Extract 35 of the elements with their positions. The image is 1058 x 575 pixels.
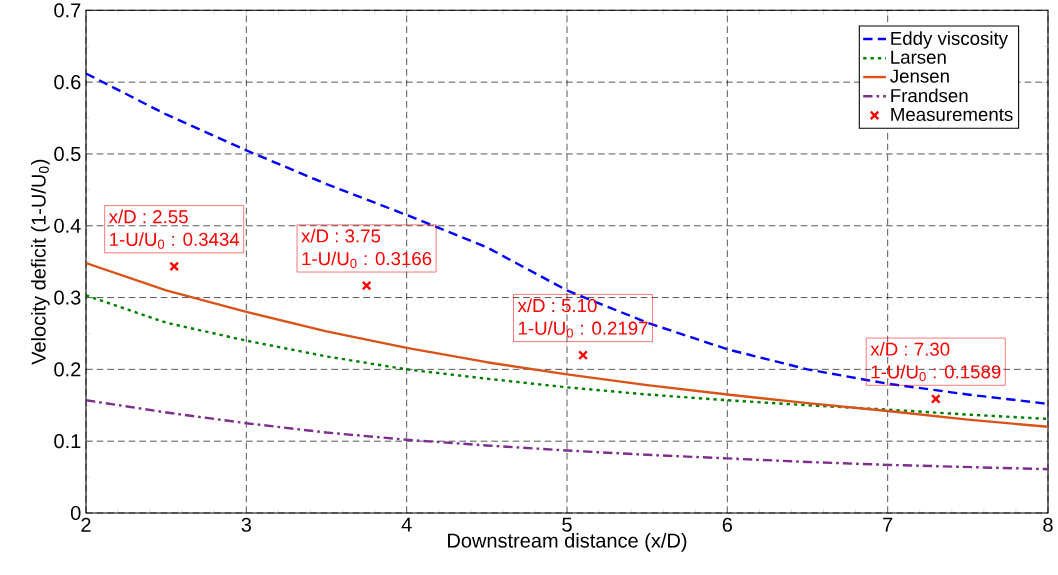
legend-label: Jensen xyxy=(890,69,949,83)
annotation: x/D : 5.10 xyxy=(517,298,597,313)
point xyxy=(361,280,372,291)
annotation: x/D : 3.75 xyxy=(301,228,381,243)
legend-label: Frandsen xyxy=(891,88,968,103)
legend-label: Eddy viscosity xyxy=(891,31,1009,49)
x-tick-label: 3 xyxy=(241,517,252,532)
x-tick-label: 4 xyxy=(401,517,412,532)
point xyxy=(578,350,589,361)
x-tick-label: 6 xyxy=(722,517,733,532)
annotation: 1-U/U$_{0}$ : 0.2197 xyxy=(518,321,648,338)
y-tick-label: 0.7 xyxy=(54,3,81,18)
x-tick-label: 8 xyxy=(1043,517,1053,532)
annotation: 1-U/U$_{0}$ : 0.3434 xyxy=(110,232,240,249)
legend-label: Measurements xyxy=(891,108,1013,122)
annotation: x/D : 7.30 xyxy=(870,342,950,356)
x-tick-label: 5 xyxy=(562,517,572,532)
x-tick-label: 7 xyxy=(883,517,893,532)
y-tick-label: 0.5 xyxy=(54,146,81,162)
y-tick-label: 0.2 xyxy=(54,362,81,377)
line-series xyxy=(86,294,1048,421)
y-tick-label: 0.3 xyxy=(54,290,81,305)
point xyxy=(930,393,941,404)
x-tick-label: 2 xyxy=(81,517,91,532)
y-axis-title: Velocity deficit (1-U/U$_{0}$) xyxy=(31,159,50,365)
annotation: 1-U/U$_{0}$ : 0.1589 xyxy=(871,364,1001,382)
y-tick-label: 0.1 xyxy=(54,434,81,449)
legend-label: Larsen xyxy=(891,50,946,64)
annotation: x/D : 2.55 xyxy=(108,209,188,224)
x-axis-title: Downstream distance (x/D) xyxy=(448,533,687,552)
y-tick-label: 0 xyxy=(70,505,81,521)
y-tick-label: 0.6 xyxy=(54,75,81,90)
point xyxy=(169,261,180,272)
y-tick-label: 0.4 xyxy=(54,218,81,233)
annotation: 1-U/U$_{0}$ : 0.3166 xyxy=(302,251,432,269)
